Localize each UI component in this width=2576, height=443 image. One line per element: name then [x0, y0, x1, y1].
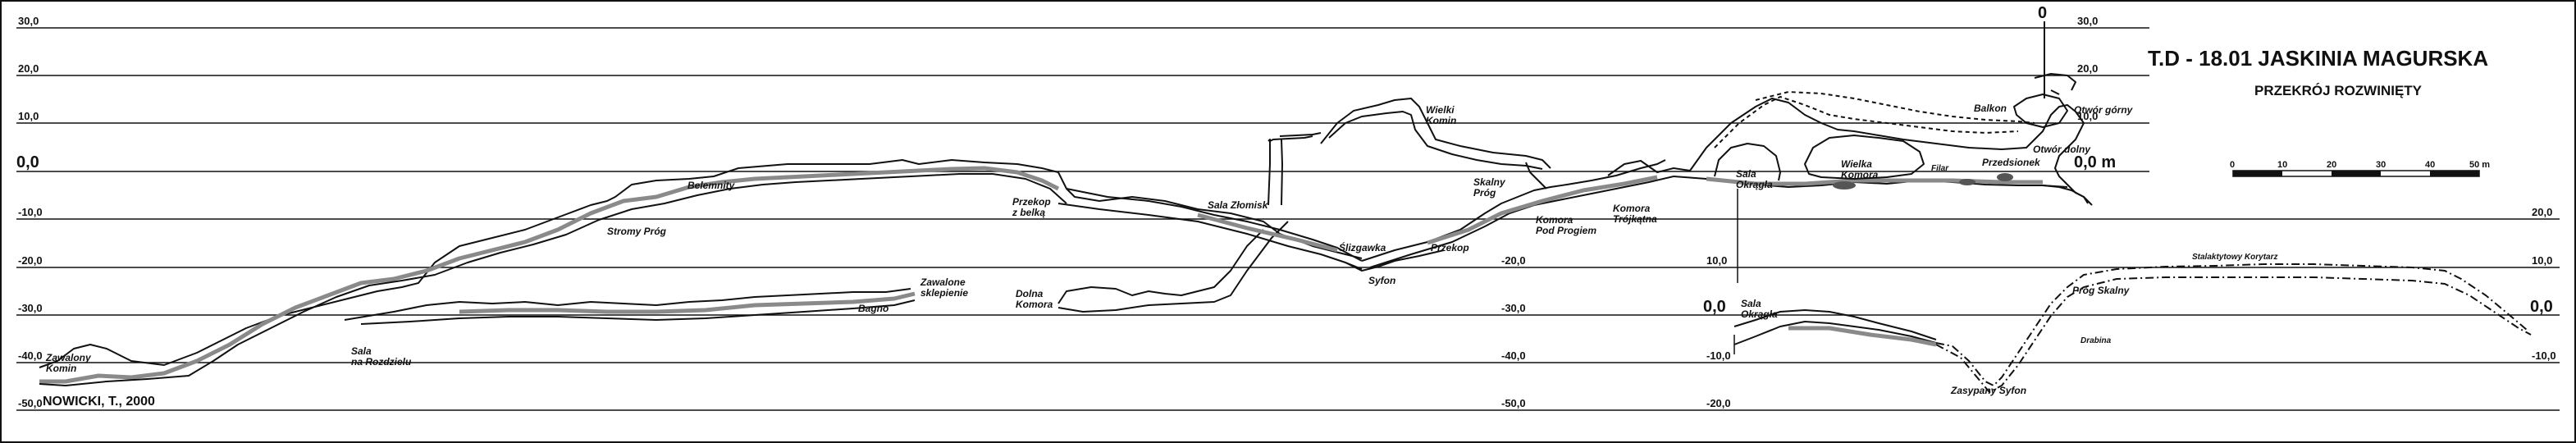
level-labels-right: 30,0 20,0 10,0 0,0 m	[2074, 15, 2116, 171]
level-label: -10,0	[18, 206, 43, 218]
level-label: -10,0	[1706, 349, 1731, 362]
level-label: 0,0 m	[2074, 153, 2116, 171]
label-slizgawka: Ślizgawka	[1339, 241, 1386, 253]
cave-passages	[39, 73, 2093, 386]
label-wielka-komora: Wielka Komora	[1841, 158, 1879, 180]
label-syfon: Syfon	[1368, 275, 1395, 286]
level-label: -40,0	[1501, 349, 1526, 362]
label-przedsionek: Przedsionek	[1982, 157, 2041, 168]
zero-marker-label: 0	[2038, 4, 2047, 22]
label-przekop-z-belka: Przekop z belką	[1012, 196, 1051, 218]
label-balkon: Balkon	[1974, 103, 2007, 114]
label-prog-skalny: Próg Skalny	[2072, 285, 2131, 296]
level-label: 0,0	[16, 153, 39, 171]
label-zasypany-syfon: Zasypany Syfon	[1950, 385, 2026, 396]
level-label: 30,0	[2077, 15, 2098, 27]
label-komora-trojkatna: Komora Trójkątna	[1613, 203, 1657, 225]
label-drabina: Drabina	[2080, 336, 2112, 345]
label-sala-na-rozdzielu: Sala na Rozdzielu	[351, 345, 412, 368]
label-bagno: Bagno	[858, 303, 888, 314]
passage-labels: Zawalony Komin Sala na Rozdzielu Stromy Pr…	[45, 103, 2277, 396]
drawing-subtitle: PRZEKRÓJ ROZWINIĘTY	[2254, 83, 2423, 98]
level-label: 30,0	[18, 15, 39, 27]
label-sala-okragla-inset: Sala Okrągła	[1741, 298, 1778, 320]
level-label: -20,0	[1501, 254, 1526, 267]
scale-tick-label: 10	[2277, 160, 2287, 170]
drawing-title: T.D - 18.01 JASKINIA MAGURSKA	[2148, 46, 2488, 71]
author-credit: NOWICKI, T., 2000	[43, 395, 155, 409]
level-label: 0,0	[1703, 298, 1726, 316]
level-label: -30,0	[18, 302, 43, 314]
level-label: 10,0	[1706, 254, 1727, 267]
level-label: 20,0	[18, 62, 39, 75]
label-filar: Filar	[1931, 164, 1949, 173]
scale-tick-label: 30	[2376, 160, 2386, 170]
label-otwor-dolny: Otwór dolny	[2033, 144, 2091, 155]
level-label: -20,0	[1706, 397, 1731, 409]
scale-tick-label: 0	[2230, 160, 2235, 170]
label-sala-zlomisk: Sala Złomisk	[1208, 199, 1269, 211]
label-zawalone-sklepienie: Zawalone sklepienie	[920, 276, 968, 299]
scale-tick-label: 50 m	[2469, 160, 2490, 170]
label-sala-okragla: Sala Okrągła	[1736, 168, 1773, 190]
level-label: -50,0	[18, 397, 43, 409]
level-label: -10,0	[2532, 349, 2556, 362]
label-przekop: Przekop	[1431, 242, 1469, 253]
inset-profile	[1733, 189, 2532, 394]
label-dolna-komora: Dolna Komora	[1016, 288, 1053, 310]
label-stromy-prog: Stromy Próg	[607, 226, 667, 237]
label-belemnity: Belemnity	[687, 180, 736, 191]
label-stalaktytowy-korytarz: Stalaktytowy Korytarz	[2192, 253, 2277, 262]
level-labels-left: 30,0 20,0 10,0 0,0 -10,0 -20,0 -30,0 -40…	[16, 15, 43, 409]
label-otwor-gorny: Otwór górny	[2074, 104, 2134, 116]
title-block: T.D - 18.01 JASKINIA MAGURSKA PRZEKRÓJ R…	[2148, 46, 2488, 98]
level-label: 20,0	[2077, 62, 2098, 75]
level-label: -20,0	[18, 254, 43, 267]
level-label: 20,0	[2532, 206, 2552, 218]
label-komora-pod-progiem: Komora Pod Progiem	[1536, 214, 1596, 236]
label-wielki-komin: Wielki Komin	[1426, 104, 1456, 126]
level-label: -30,0	[1501, 302, 1526, 314]
level-label: 10,0	[18, 110, 39, 122]
scale-tick-label: 20	[2327, 160, 2336, 170]
label-skalny-prog: Skalny Próg	[1473, 176, 1506, 199]
level-labels-middle: -20,0 -30,0 -40,0 -50,0	[1501, 254, 1526, 409]
level-label: -40,0	[18, 349, 43, 362]
entrance-marker: 0	[2038, 4, 2047, 98]
elevation-grid-main	[16, 27, 2149, 411]
level-label: 10,0	[2077, 110, 2098, 122]
level-label: 0,0	[2530, 298, 2553, 316]
label-zawalony-komin: Zawalony Komin	[45, 352, 92, 374]
scale-tick-label: 40	[2425, 160, 2435, 170]
level-label: -50,0	[1501, 397, 1526, 409]
level-label: 10,0	[2532, 254, 2552, 267]
scale-bar: 0 10 20 30 40 50 m	[2230, 160, 2490, 177]
level-labels-inset: 10,0 0,0 -10,0 -20,0 20,0 10,0 0,0 -10,0	[1703, 206, 2556, 409]
